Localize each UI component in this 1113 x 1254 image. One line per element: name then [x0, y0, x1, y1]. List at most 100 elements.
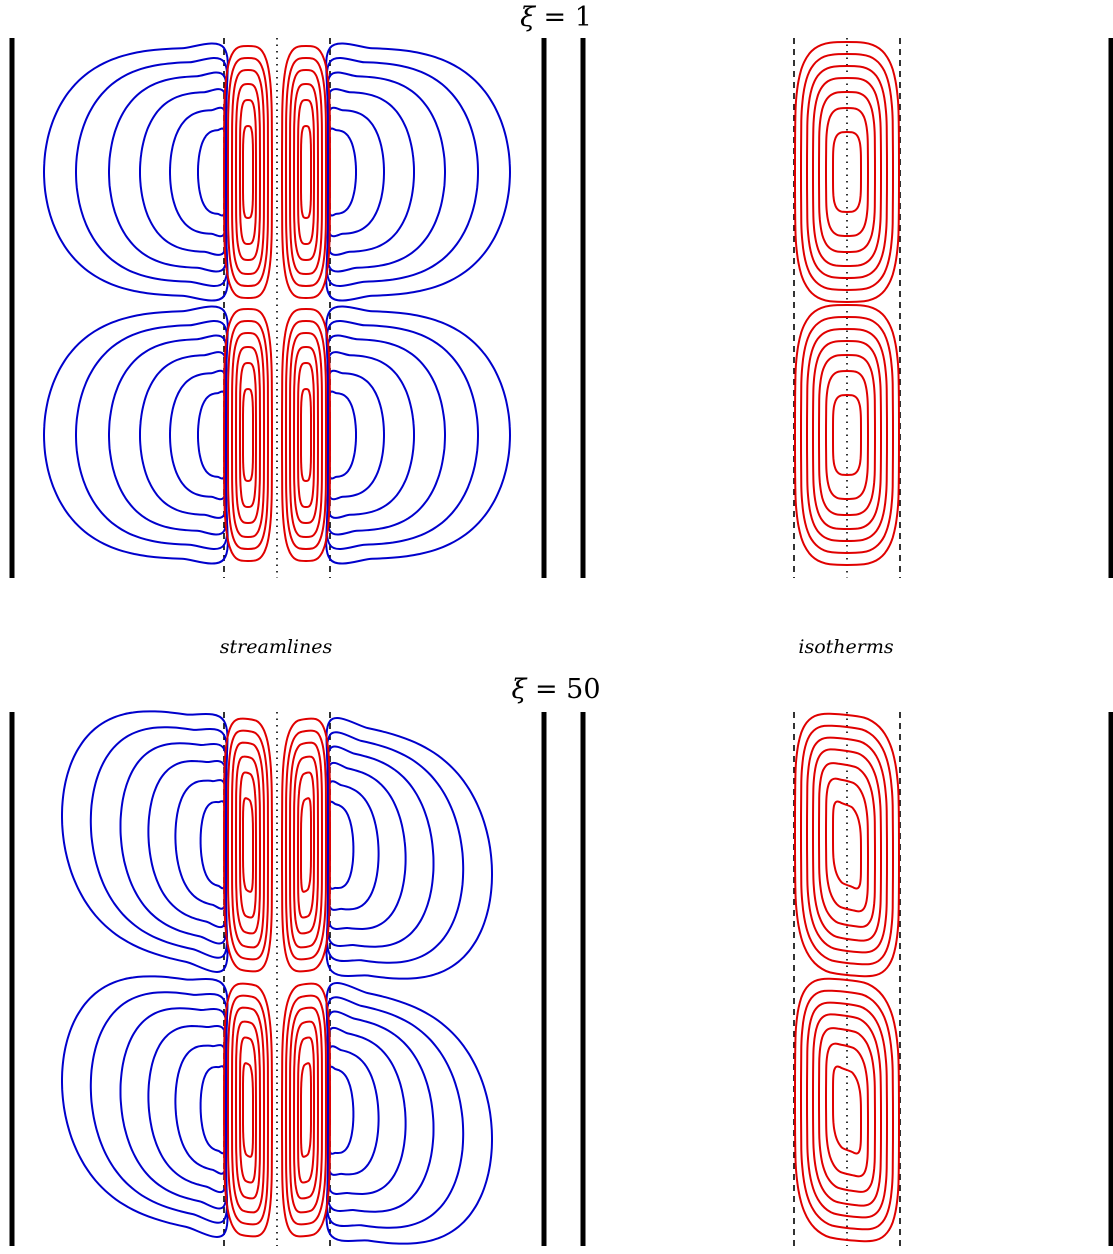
inner-streamline [289, 331, 323, 539]
bottom-title: ξ = 50 [511, 674, 600, 705]
outer-streamline [325, 42, 512, 302]
inner-streamline [289, 68, 323, 276]
isotherm [817, 762, 877, 928]
outer-streamline [326, 745, 435, 948]
outer-streamline [196, 390, 228, 480]
outer-streamline [326, 390, 357, 480]
inner-streamline [297, 361, 315, 509]
isotherm [799, 315, 895, 555]
isotherm [793, 303, 901, 567]
inner-streamline [227, 994, 269, 1226]
isotherm [799, 724, 895, 966]
inner-streamline [227, 319, 269, 551]
outer-streamline [119, 742, 228, 945]
outer-streamline [325, 57, 480, 287]
outer-streamline [60, 975, 229, 1238]
outer-streamline [326, 996, 465, 1229]
inner-streamline [285, 994, 327, 1226]
inner-streamline [299, 124, 312, 220]
outer-streamline [326, 780, 380, 911]
isotherm [832, 1065, 862, 1155]
isotherm [805, 327, 889, 543]
outer-streamline [325, 320, 480, 550]
inner-streamline [285, 56, 327, 288]
outer-streamline [169, 369, 228, 501]
inner-streamline [235, 345, 261, 525]
inner-streamline [239, 1036, 257, 1184]
inner-streamline [299, 797, 312, 893]
isotherm [817, 1027, 877, 1193]
outer-streamline [107, 71, 228, 273]
inner-streamline [231, 1006, 265, 1214]
inner-streamline [280, 982, 332, 1238]
isotherm [793, 40, 901, 304]
isotherm [793, 977, 901, 1243]
outer-streamline [89, 991, 228, 1224]
inner-streamline [222, 717, 274, 973]
isotherm [817, 353, 877, 517]
inner-streamline [289, 741, 323, 949]
outer-streamline [42, 305, 229, 565]
isotherm [811, 339, 883, 531]
outer-streamline [199, 1065, 228, 1155]
inner-streamline [227, 729, 269, 961]
outer-streamline [196, 127, 228, 217]
inner-streamline [285, 319, 327, 551]
inner-streamline [280, 44, 332, 300]
bottom-title-symbol: ξ [511, 674, 527, 705]
inner-streamline [280, 307, 332, 563]
outer-streamline [119, 1007, 228, 1210]
inner-streamline [235, 82, 261, 262]
bottom-title-value: = 50 [534, 674, 601, 705]
inner-streamline [227, 56, 269, 288]
inner-streamline [299, 1062, 312, 1158]
isotherms-caption: isotherms [798, 636, 894, 658]
outer-streamline [325, 717, 494, 980]
outer-streamline [174, 1044, 228, 1175]
top-title-symbol: ξ [520, 2, 535, 33]
inner-streamline [231, 331, 265, 539]
isotherm [832, 800, 862, 890]
outer-streamline [326, 71, 447, 273]
inner-streamline [222, 44, 274, 300]
inner-streamline [297, 1036, 315, 1184]
outer-streamline [325, 982, 494, 1245]
isotherm [793, 712, 901, 978]
inner-streamline [242, 797, 254, 893]
inner-streamline [285, 729, 327, 961]
inner-streamline [222, 982, 274, 1238]
inner-streamline [239, 98, 257, 246]
inner-streamline [239, 361, 257, 509]
outer-streamline [42, 42, 229, 302]
isotherm [811, 1013, 883, 1207]
isotherm [832, 393, 862, 477]
outer-streamline [326, 800, 355, 890]
outer-streamline [326, 761, 407, 931]
outer-streamline [147, 1024, 228, 1194]
isotherm [805, 64, 889, 280]
isotherm [824, 106, 870, 238]
outer-streamline [107, 334, 228, 536]
outer-streamline [174, 779, 228, 910]
outer-streamline [326, 351, 415, 519]
outer-streamline [326, 369, 385, 501]
outer-streamline [326, 334, 447, 536]
isotherm [817, 90, 877, 254]
isotherm [811, 748, 883, 942]
isotherm [811, 76, 883, 268]
top-title: ξ = 1 [520, 2, 592, 33]
contour-curves [42, 40, 901, 1245]
outer-streamline [325, 305, 512, 565]
isotherm [824, 369, 870, 501]
outer-streamline [326, 731, 465, 964]
outer-streamline [74, 57, 229, 287]
outer-streamline [199, 800, 228, 890]
inner-streamline [235, 1020, 261, 1200]
inner-streamline [222, 307, 274, 563]
outer-streamline [139, 88, 228, 256]
inner-streamline [280, 717, 332, 973]
outer-streamline [326, 88, 415, 256]
inner-streamline [293, 345, 319, 525]
